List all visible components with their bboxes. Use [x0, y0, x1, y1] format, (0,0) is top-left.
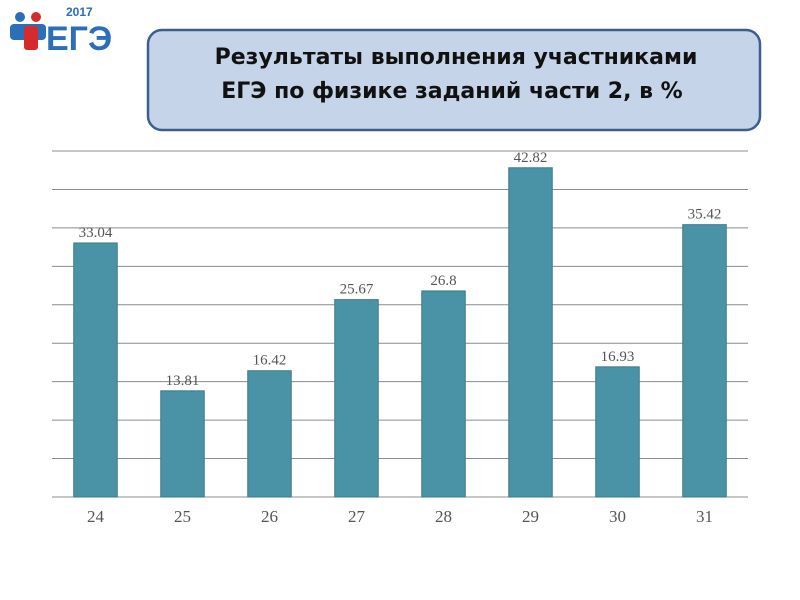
x-tick-label: 26 — [261, 507, 278, 526]
bar — [595, 366, 640, 498]
logo-year: 2017 — [66, 5, 93, 19]
x-tick-label: 28 — [435, 507, 452, 526]
logo-figure — [31, 12, 41, 22]
x-tick-label: 30 — [609, 507, 626, 526]
data-label: 25.67 — [340, 282, 374, 298]
data-label: 16.93 — [601, 349, 635, 365]
data-label: 35.42 — [688, 207, 722, 223]
logo-text: ЕГЭ — [46, 20, 112, 58]
chart-title: Результаты выполнения участниками — [215, 45, 698, 70]
data-label: 16.42 — [253, 353, 287, 369]
bar — [421, 290, 466, 498]
data-label: 26.8 — [430, 273, 456, 289]
logo-figure — [15, 12, 25, 22]
bar — [682, 224, 727, 498]
data-label: 42.82 — [514, 150, 548, 166]
logo: 2017 ЕГЭ — [10, 5, 112, 58]
data-label: 13.81 — [166, 373, 200, 389]
x-tick-label: 31 — [696, 507, 713, 526]
logo-figure — [24, 26, 38, 50]
bar — [334, 299, 379, 498]
bar — [247, 370, 292, 498]
x-tick-label: 24 — [87, 507, 105, 526]
x-tick-label: 25 — [174, 507, 191, 526]
data-label: 33.04 — [79, 225, 113, 241]
x-tick-label: 27 — [348, 507, 366, 526]
chart-title: ЕГЭ по физике заданий части 2, в % — [221, 79, 682, 104]
bar — [508, 167, 553, 498]
title-box — [146, 28, 762, 132]
bar — [160, 390, 205, 498]
x-tick-label: 29 — [522, 507, 539, 526]
bar — [73, 242, 118, 498]
